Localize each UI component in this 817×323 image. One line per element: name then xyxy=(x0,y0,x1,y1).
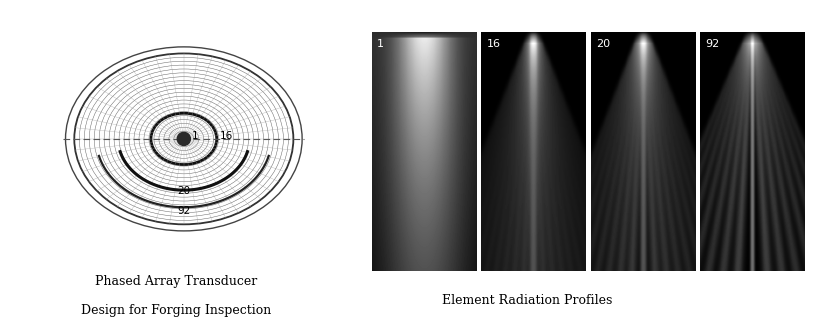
Text: 92: 92 xyxy=(177,206,190,216)
Circle shape xyxy=(177,132,190,145)
Text: 16: 16 xyxy=(220,130,233,141)
Text: 20: 20 xyxy=(596,39,610,49)
Text: 1: 1 xyxy=(191,130,198,141)
Text: 20: 20 xyxy=(177,186,190,196)
Text: Element Radiation Profiles: Element Radiation Profiles xyxy=(442,294,612,307)
Text: Phased Array Transducer: Phased Array Transducer xyxy=(95,275,257,287)
Text: 16: 16 xyxy=(486,39,501,49)
Text: 1: 1 xyxy=(377,39,384,49)
Text: Design for Forging Inspection: Design for Forging Inspection xyxy=(81,304,270,317)
Text: 92: 92 xyxy=(705,39,720,49)
